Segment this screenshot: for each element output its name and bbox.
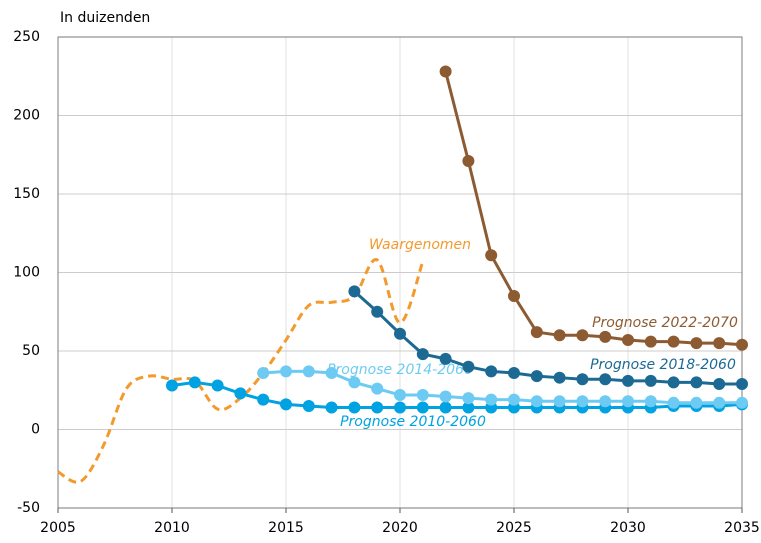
point (371, 382, 384, 395)
point (553, 329, 566, 342)
point (416, 401, 429, 414)
point (348, 376, 361, 389)
point (485, 249, 498, 262)
point (234, 387, 247, 400)
point (599, 373, 612, 386)
y-tick-label: 200 (13, 108, 40, 124)
series-line (444, 71, 743, 347)
y-tick-label: 250 (13, 29, 40, 45)
point (530, 395, 543, 408)
series-label: Waargenomen (369, 237, 471, 253)
y-tick-label: -50 (17, 500, 40, 516)
point (188, 376, 201, 389)
point (348, 401, 361, 414)
point (416, 388, 429, 401)
point (736, 396, 748, 409)
point (622, 334, 634, 347)
point (302, 399, 315, 412)
point (736, 377, 748, 390)
series-label: Prognose 2010-2060 (340, 414, 486, 430)
point (736, 338, 748, 351)
point (485, 365, 498, 378)
point (644, 374, 657, 387)
x-tick-label: 2020 (382, 520, 418, 536)
point (667, 376, 680, 389)
point (394, 388, 406, 401)
point (667, 335, 680, 348)
plot-frame (57, 36, 743, 509)
point (690, 376, 703, 389)
point (576, 373, 589, 386)
y-tick-label: 100 (13, 265, 40, 281)
point (394, 327, 406, 340)
y-axis-label: In duizenden (60, 10, 150, 26)
point (576, 329, 589, 342)
point (166, 379, 178, 392)
point (348, 285, 361, 298)
point (439, 352, 452, 365)
point (371, 305, 384, 318)
series-line (171, 380, 743, 410)
point (599, 395, 612, 408)
x-tick-label: 2030 (610, 520, 646, 536)
point (485, 393, 498, 406)
point (439, 65, 452, 78)
point (576, 395, 589, 408)
point (325, 366, 338, 379)
series-label: Prognose 2018-2060 (590, 357, 736, 373)
point (690, 396, 703, 409)
series-line (263, 369, 742, 405)
point (553, 395, 566, 408)
point (302, 365, 315, 378)
series-label: Prognose 2014-2060 (327, 362, 473, 378)
point (257, 393, 270, 406)
point (394, 401, 406, 414)
point (280, 365, 292, 378)
point (325, 401, 338, 414)
point (462, 392, 475, 405)
point (713, 377, 726, 390)
point (530, 326, 543, 339)
y-tick-label: 0 (31, 422, 40, 438)
point (280, 398, 292, 411)
x-tick-label: 2005 (40, 520, 76, 536)
point (644, 335, 657, 348)
point (462, 360, 475, 373)
x-tick-label: 2025 (496, 520, 532, 536)
y-tick-label: 50 (22, 343, 40, 359)
point (416, 348, 429, 361)
series-label: Prognose 2022-2070 (592, 315, 738, 331)
point (530, 370, 543, 383)
point (713, 337, 726, 350)
point (508, 393, 520, 406)
point (622, 374, 634, 387)
point (690, 337, 703, 350)
point (622, 395, 634, 408)
point (644, 395, 657, 408)
point (667, 396, 680, 409)
point (508, 290, 520, 303)
point (257, 366, 270, 379)
y-tick-label: 150 (13, 186, 40, 202)
point (211, 379, 224, 392)
point (462, 401, 475, 414)
x-tick-label: 2015 (268, 520, 304, 536)
point (553, 371, 566, 384)
point (508, 366, 520, 379)
point (462, 155, 475, 168)
point (439, 390, 452, 403)
point (599, 330, 612, 343)
point (371, 401, 384, 414)
point (439, 401, 452, 414)
point (713, 396, 726, 409)
x-tick-label: 2010 (154, 520, 190, 536)
x-tick-label: 2035 (724, 520, 760, 536)
